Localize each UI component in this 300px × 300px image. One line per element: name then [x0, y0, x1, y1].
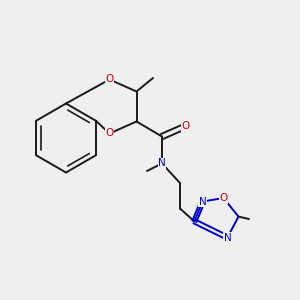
Text: N: N [158, 158, 166, 169]
Text: O: O [105, 128, 114, 139]
Text: N: N [224, 232, 231, 243]
Text: O: O [219, 193, 228, 203]
Text: O: O [182, 121, 190, 131]
Text: O: O [105, 74, 114, 85]
Text: N: N [199, 196, 206, 207]
